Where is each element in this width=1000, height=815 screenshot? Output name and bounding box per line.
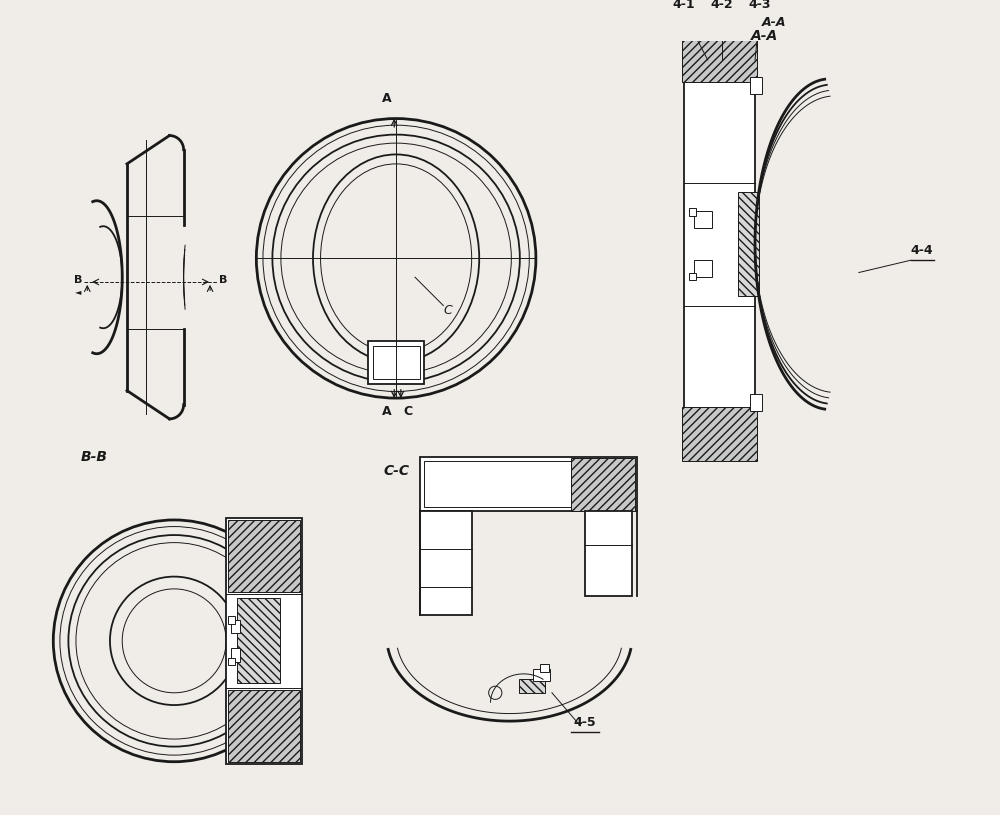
Bar	[682, 27, 757, 82]
Bar	[420, 512, 472, 615]
Bar	[585, 512, 632, 597]
Bar	[694, 260, 712, 277]
Bar	[750, 394, 762, 412]
Bar	[237, 598, 280, 683]
Bar	[689, 272, 696, 280]
Bar	[682, 407, 757, 461]
Text: 4-1: 4-1	[673, 0, 695, 11]
Text: 4-2: 4-2	[711, 0, 733, 11]
Bar	[571, 457, 635, 510]
Bar	[519, 679, 545, 693]
Text: A: A	[382, 91, 391, 104]
Bar	[226, 518, 302, 764]
Text: ◄: ◄	[75, 287, 81, 296]
Bar	[540, 664, 549, 672]
Text: 4-3: 4-3	[748, 0, 771, 11]
Text: A-A: A-A	[751, 29, 778, 43]
Bar	[228, 658, 235, 665]
Text: A-A: A-A	[762, 15, 786, 29]
Text: C: C	[403, 405, 412, 418]
Text: B: B	[74, 275, 82, 285]
Text: C: C	[444, 304, 452, 317]
Text: 4-5: 4-5	[574, 716, 596, 729]
Bar	[694, 211, 712, 228]
Text: A: A	[382, 405, 391, 418]
Bar	[231, 620, 240, 633]
Bar	[228, 616, 235, 623]
Bar	[373, 346, 420, 379]
Bar	[738, 192, 759, 296]
Text: C-C: C-C	[383, 464, 409, 478]
Bar	[368, 341, 424, 384]
Bar	[231, 649, 240, 662]
Bar	[750, 77, 762, 94]
Bar	[228, 520, 300, 592]
Bar	[424, 461, 632, 507]
Bar	[689, 209, 696, 216]
Bar	[228, 690, 300, 762]
Text: B-B: B-B	[80, 450, 107, 464]
Bar	[684, 79, 755, 409]
Text: 4-4: 4-4	[911, 244, 933, 257]
Bar	[420, 456, 637, 512]
Text: B: B	[219, 275, 227, 285]
Bar	[533, 669, 550, 681]
